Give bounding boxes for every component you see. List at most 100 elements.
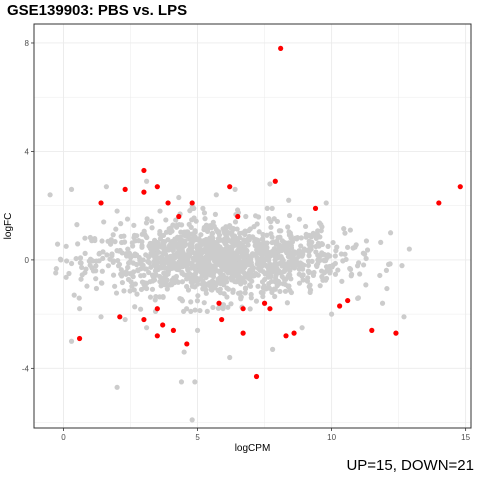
data-point-background bbox=[87, 262, 93, 268]
data-point-background bbox=[284, 300, 290, 306]
data-point-background bbox=[165, 270, 171, 276]
data-point-background bbox=[119, 239, 125, 246]
data-point-background bbox=[281, 276, 287, 282]
data-point-background bbox=[306, 253, 312, 259]
data-point-background bbox=[118, 271, 124, 277]
data-point-background bbox=[362, 251, 368, 257]
data-point-background bbox=[247, 306, 253, 312]
data-point-background bbox=[87, 234, 93, 241]
data-point-background bbox=[237, 259, 243, 265]
data-point-background bbox=[229, 277, 235, 283]
data-point-background bbox=[108, 238, 114, 245]
data-point-background bbox=[63, 243, 69, 249]
data-point-background bbox=[164, 259, 170, 265]
data-point-background bbox=[347, 227, 353, 233]
data-point-background bbox=[110, 232, 116, 238]
data-point-background bbox=[195, 281, 201, 287]
data-point-background bbox=[256, 229, 262, 235]
data-point-background bbox=[157, 231, 163, 237]
data-point-background bbox=[194, 255, 200, 261]
data-point-background bbox=[315, 240, 321, 246]
data-point-background bbox=[296, 280, 303, 286]
data-point-background bbox=[279, 246, 285, 253]
data-point-background bbox=[126, 250, 133, 256]
data-point-background bbox=[268, 231, 274, 237]
data-point-background bbox=[92, 237, 98, 244]
data-point-background bbox=[144, 216, 150, 222]
data-point-background bbox=[272, 257, 278, 263]
data-point-background bbox=[68, 186, 75, 192]
data-point-background bbox=[184, 306, 190, 312]
data-point-background bbox=[87, 256, 94, 262]
data-point-background bbox=[96, 258, 102, 264]
data-point-background bbox=[248, 254, 254, 260]
data-point-background bbox=[202, 240, 208, 246]
data-point-background bbox=[119, 279, 126, 286]
data-point-background bbox=[241, 269, 247, 276]
data-point-background bbox=[265, 257, 272, 263]
data-point-background bbox=[112, 238, 118, 245]
data-point-background bbox=[93, 263, 99, 269]
data-point-background bbox=[264, 232, 270, 238]
data-point-background bbox=[164, 286, 170, 292]
data-point-background bbox=[297, 260, 303, 266]
data-point-background bbox=[157, 278, 163, 285]
plot-border bbox=[33, 23, 472, 429]
data-point-background bbox=[179, 270, 185, 277]
data-point-background bbox=[237, 290, 243, 296]
data-point-background bbox=[268, 224, 274, 230]
data-point-background bbox=[222, 230, 228, 236]
data-point-background bbox=[76, 306, 83, 312]
data-point-background bbox=[363, 255, 369, 262]
data-point-background bbox=[210, 219, 216, 225]
data-point-background bbox=[342, 230, 348, 236]
data-point-background bbox=[149, 218, 155, 224]
data-point-background bbox=[161, 249, 167, 255]
data-point-background bbox=[212, 211, 219, 217]
data-point-background bbox=[314, 263, 320, 270]
data-point-background bbox=[103, 184, 109, 190]
data-point-background bbox=[230, 287, 236, 293]
data-point-background bbox=[194, 298, 201, 304]
data-point-significant bbox=[189, 200, 195, 206]
data-point-background bbox=[144, 280, 150, 286]
data-point-background bbox=[140, 262, 146, 268]
data-point-background bbox=[209, 287, 215, 293]
data-point-background bbox=[274, 270, 281, 276]
data-point-background bbox=[105, 263, 111, 269]
data-point-background bbox=[192, 237, 198, 243]
data-point-background bbox=[310, 272, 317, 279]
data-point-background bbox=[82, 235, 88, 241]
data-point-background bbox=[319, 268, 325, 274]
data-point-background bbox=[287, 253, 293, 260]
data-point-background bbox=[263, 286, 269, 292]
highlighted-points bbox=[76, 45, 463, 380]
data-point-background bbox=[288, 243, 294, 249]
data-point-background bbox=[268, 266, 274, 272]
data-point-background bbox=[204, 253, 210, 259]
data-point-background bbox=[114, 384, 120, 390]
data-point-background bbox=[303, 234, 309, 240]
data-point-background bbox=[175, 249, 181, 255]
data-point-background bbox=[194, 327, 201, 333]
data-point-background bbox=[232, 186, 238, 192]
y-axis-title: logFC bbox=[3, 213, 14, 240]
data-point-background bbox=[217, 286, 223, 292]
data-point-significant bbox=[76, 335, 83, 342]
data-point-background bbox=[347, 266, 354, 272]
data-point-background bbox=[255, 272, 261, 278]
data-point-background bbox=[332, 253, 338, 259]
data-point-background bbox=[272, 253, 278, 259]
data-point-background bbox=[298, 235, 304, 241]
data-point-background bbox=[332, 271, 339, 277]
data-point-background bbox=[330, 239, 336, 246]
data-point-background bbox=[143, 233, 149, 240]
data-point-background bbox=[100, 255, 106, 261]
data-point-background bbox=[191, 215, 197, 221]
data-point-background bbox=[181, 232, 187, 238]
data-point-significant bbox=[165, 200, 171, 206]
data-point-background bbox=[232, 219, 239, 225]
data-point-background bbox=[198, 232, 204, 238]
data-point-background bbox=[77, 260, 83, 266]
